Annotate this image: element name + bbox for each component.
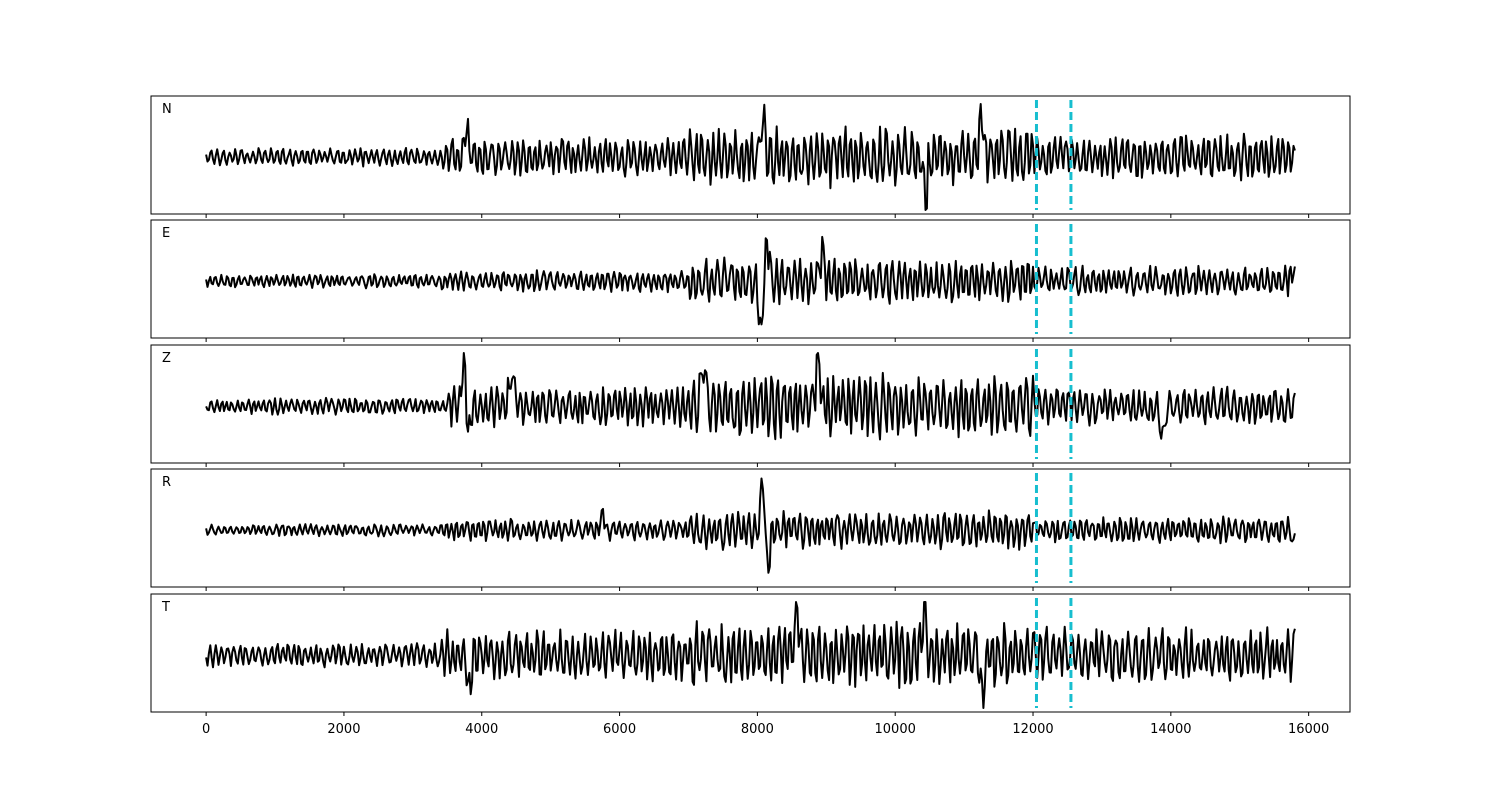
panel-frame xyxy=(150,468,1351,588)
x-tick-label: 16000 xyxy=(1288,722,1329,737)
panel-r: R xyxy=(150,468,1351,591)
x-tick-label: 10000 xyxy=(875,722,916,737)
trace-n xyxy=(205,103,1296,211)
panel-label: Z xyxy=(162,351,171,366)
trace-e xyxy=(205,235,1296,326)
panel-frame xyxy=(150,593,1351,713)
x-tick-label: 4000 xyxy=(465,722,498,737)
panel-n: N xyxy=(150,95,1351,218)
panel-frame xyxy=(150,95,1351,215)
x-tick-label: 6000 xyxy=(603,722,636,737)
trace-r xyxy=(205,477,1296,574)
panel-label: E xyxy=(162,226,170,241)
x-tick-label: 12000 xyxy=(1012,722,1053,737)
x-tick-label: 8000 xyxy=(741,722,774,737)
x-tick-label: 2000 xyxy=(327,722,360,737)
panel-frame xyxy=(150,344,1351,464)
panels-group: N E Z R T xyxy=(150,95,1351,716)
panel-t: T xyxy=(150,593,1351,716)
panel-e: E xyxy=(150,219,1351,342)
trace-t xyxy=(205,601,1296,709)
x-axis: 0 2000 4000 6000 8000 10000 12000 14000 16000 xyxy=(202,722,1329,737)
panel-label: T xyxy=(161,600,170,615)
panel-frame xyxy=(150,219,1351,339)
x-tick-label: 14000 xyxy=(1150,722,1191,737)
panel-z: Z xyxy=(150,344,1351,467)
trace-z xyxy=(205,352,1296,441)
x-tick-label: 0 xyxy=(202,722,210,737)
panel-label: N xyxy=(162,102,172,117)
panel-label: R xyxy=(162,475,171,490)
